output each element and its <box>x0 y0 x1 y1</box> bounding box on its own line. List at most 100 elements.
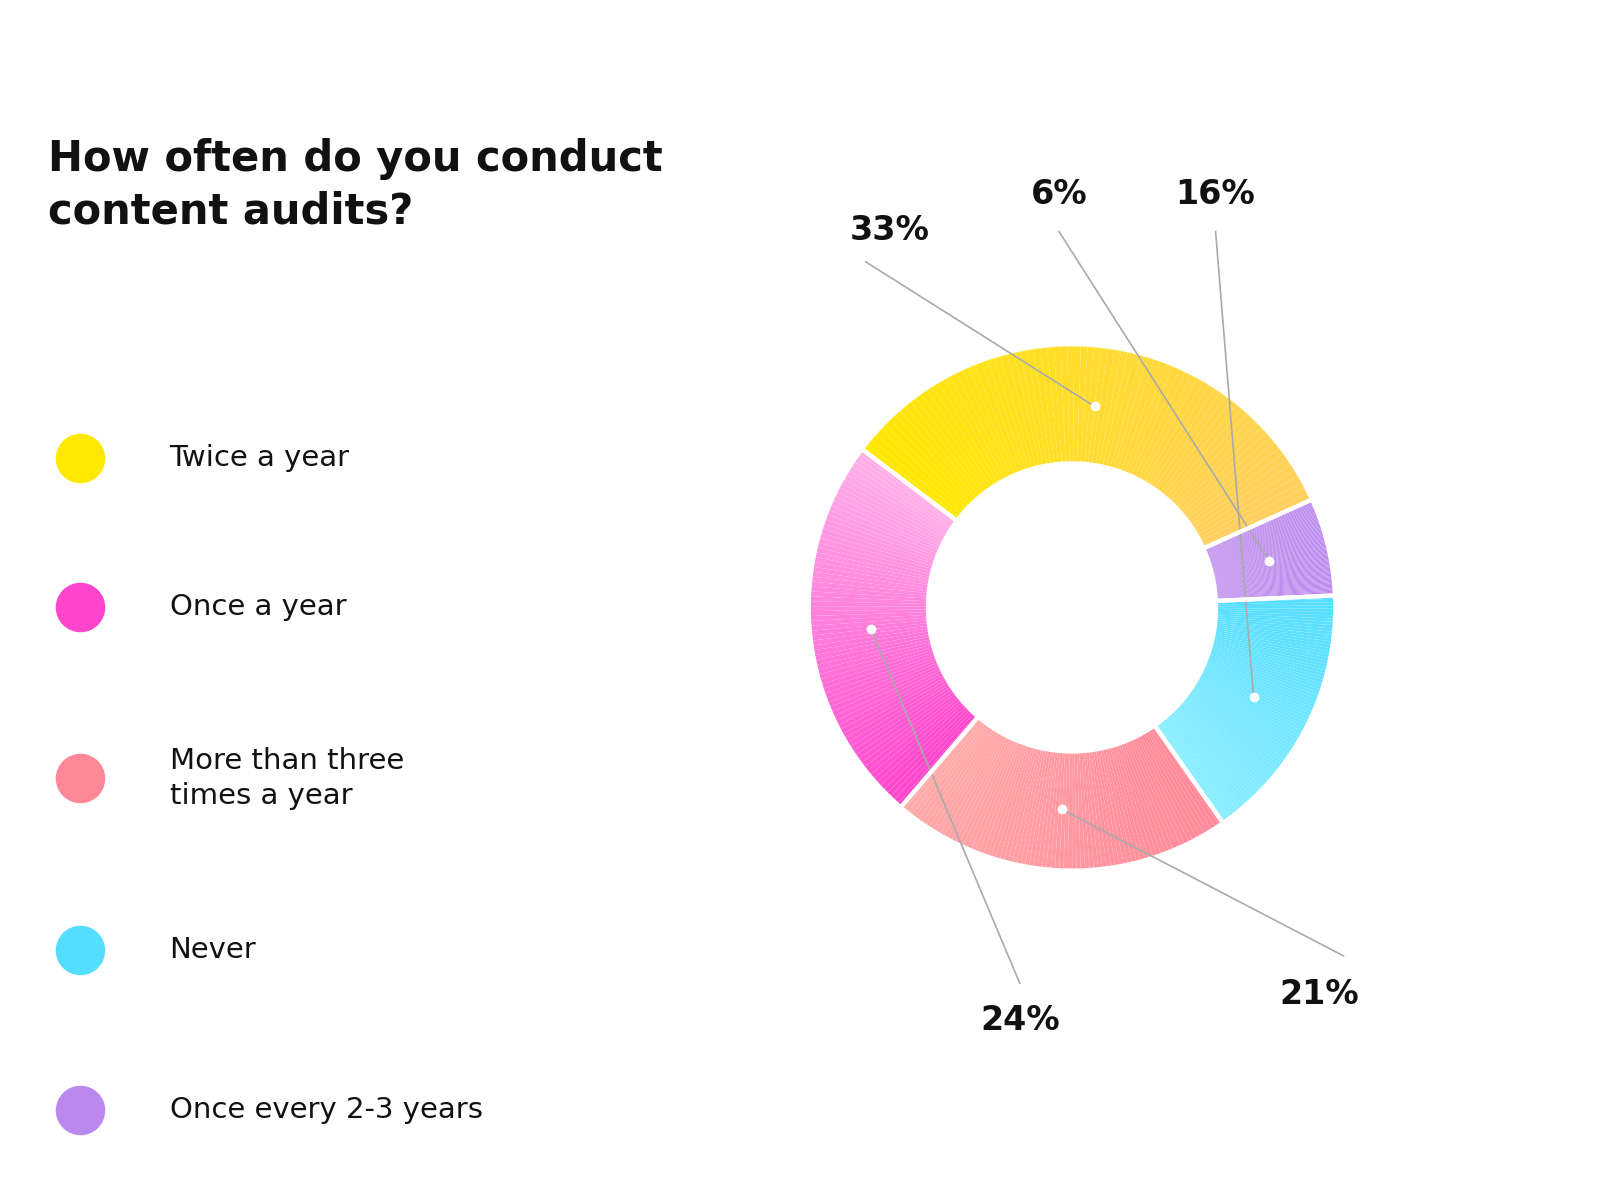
Wedge shape <box>1213 643 1325 674</box>
Wedge shape <box>1218 576 1331 591</box>
Wedge shape <box>1128 367 1179 474</box>
Wedge shape <box>1162 722 1235 813</box>
Wedge shape <box>1061 347 1069 461</box>
Wedge shape <box>1216 568 1330 586</box>
Wedge shape <box>822 650 933 688</box>
Wedge shape <box>1006 353 1040 466</box>
Wedge shape <box>861 450 955 522</box>
Wedge shape <box>1112 747 1149 859</box>
Wedge shape <box>813 626 928 646</box>
Wedge shape <box>1016 750 1043 863</box>
Wedge shape <box>858 454 954 524</box>
Wedge shape <box>862 694 957 766</box>
Wedge shape <box>822 529 933 566</box>
Wedge shape <box>1218 592 1333 599</box>
Wedge shape <box>832 666 939 716</box>
Wedge shape <box>1051 753 1062 868</box>
Wedge shape <box>1046 753 1061 867</box>
Wedge shape <box>1181 432 1270 512</box>
Wedge shape <box>1118 360 1160 469</box>
Wedge shape <box>1146 732 1208 833</box>
Wedge shape <box>834 497 939 548</box>
Wedge shape <box>1216 559 1328 581</box>
Wedge shape <box>957 370 1011 476</box>
Wedge shape <box>811 618 926 631</box>
Wedge shape <box>1211 524 1320 562</box>
Wedge shape <box>1210 655 1318 696</box>
Wedge shape <box>1218 594 1333 600</box>
Wedge shape <box>1210 517 1317 557</box>
Wedge shape <box>906 721 981 811</box>
Wedge shape <box>1218 593 1333 600</box>
Wedge shape <box>968 741 1016 848</box>
Text: 16%: 16% <box>1176 177 1256 211</box>
Wedge shape <box>1205 667 1310 717</box>
Wedge shape <box>952 737 1006 841</box>
Wedge shape <box>1218 605 1333 609</box>
Wedge shape <box>944 735 1003 837</box>
Wedge shape <box>835 668 941 721</box>
Wedge shape <box>1208 515 1317 556</box>
Wedge shape <box>995 747 1032 859</box>
Wedge shape <box>922 391 990 488</box>
Wedge shape <box>818 543 930 574</box>
Wedge shape <box>1216 555 1328 579</box>
Wedge shape <box>814 557 928 582</box>
Wedge shape <box>1211 528 1322 563</box>
Wedge shape <box>1202 672 1306 725</box>
Wedge shape <box>1110 748 1144 860</box>
Wedge shape <box>1182 703 1270 780</box>
Wedge shape <box>968 366 1018 473</box>
Wedge shape <box>1150 730 1214 829</box>
Wedge shape <box>923 728 990 824</box>
Wedge shape <box>874 703 963 781</box>
Wedge shape <box>1077 347 1088 461</box>
Wedge shape <box>1218 590 1333 598</box>
Wedge shape <box>1170 716 1248 803</box>
Wedge shape <box>840 484 944 541</box>
Wedge shape <box>906 403 982 494</box>
Wedge shape <box>1115 747 1152 858</box>
Wedge shape <box>955 738 1010 843</box>
Wedge shape <box>867 699 960 774</box>
Wedge shape <box>984 744 1024 854</box>
Wedge shape <box>1205 500 1310 548</box>
Wedge shape <box>846 680 947 742</box>
Wedge shape <box>1195 685 1293 748</box>
Wedge shape <box>885 420 970 505</box>
Wedge shape <box>941 734 1000 835</box>
Wedge shape <box>1194 688 1290 754</box>
Wedge shape <box>1133 740 1184 844</box>
Wedge shape <box>1218 574 1331 590</box>
Wedge shape <box>854 459 952 526</box>
Wedge shape <box>1208 516 1317 556</box>
Wedge shape <box>1102 749 1131 862</box>
Wedge shape <box>811 597 926 604</box>
Wedge shape <box>1101 750 1128 863</box>
Wedge shape <box>938 732 998 833</box>
Wedge shape <box>1218 578 1331 591</box>
Wedge shape <box>963 368 1014 475</box>
Wedge shape <box>1214 636 1328 661</box>
Wedge shape <box>1211 526 1320 563</box>
Wedge shape <box>814 562 928 585</box>
Wedge shape <box>826 515 936 559</box>
Wedge shape <box>1184 700 1275 775</box>
Text: More than three
times a year: More than three times a year <box>170 747 403 810</box>
Wedge shape <box>1218 581 1331 593</box>
Wedge shape <box>838 488 942 543</box>
Wedge shape <box>853 687 952 754</box>
Wedge shape <box>1155 727 1224 822</box>
Wedge shape <box>1176 710 1259 792</box>
Wedge shape <box>994 356 1032 468</box>
Wedge shape <box>1206 505 1312 550</box>
Wedge shape <box>1075 754 1080 868</box>
Wedge shape <box>1096 350 1122 463</box>
Wedge shape <box>859 692 954 762</box>
Wedge shape <box>813 623 926 641</box>
Wedge shape <box>1216 557 1328 580</box>
Wedge shape <box>899 717 978 805</box>
Wedge shape <box>1082 753 1094 868</box>
Wedge shape <box>872 435 963 513</box>
Wedge shape <box>1206 501 1310 549</box>
